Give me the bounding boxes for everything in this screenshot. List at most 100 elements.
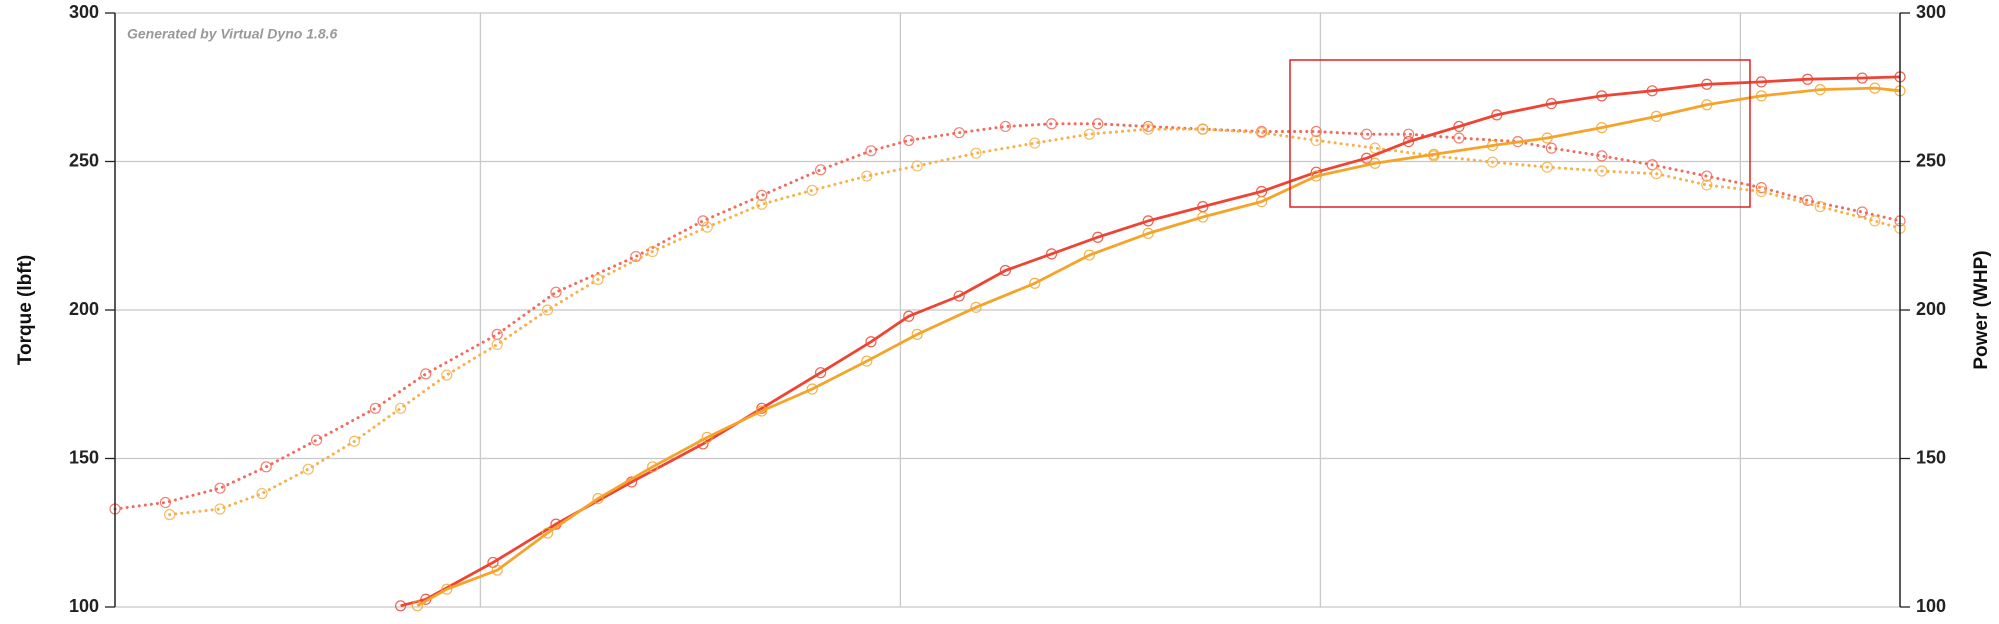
marker bbox=[592, 273, 604, 286]
marker bbox=[1092, 231, 1104, 243]
y-tick-label: 300 bbox=[69, 2, 99, 22]
marker bbox=[1360, 128, 1373, 140]
marker bbox=[1596, 150, 1608, 162]
y-tick-label: 250 bbox=[69, 150, 99, 170]
marker bbox=[1142, 123, 1154, 135]
line-series bbox=[416, 86, 1901, 608]
marker bbox=[491, 564, 503, 576]
marker bbox=[814, 164, 827, 176]
marker bbox=[1453, 120, 1465, 133]
marker bbox=[1646, 159, 1658, 171]
marker bbox=[903, 134, 915, 147]
marker bbox=[1545, 142, 1558, 154]
line-series bbox=[400, 75, 1901, 608]
marker bbox=[1701, 170, 1713, 182]
marker bbox=[395, 600, 407, 612]
marker bbox=[970, 147, 982, 159]
marker bbox=[1402, 136, 1415, 148]
marker bbox=[214, 482, 226, 494]
marker bbox=[311, 434, 323, 446]
marker bbox=[1360, 152, 1373, 164]
y2-tick-label: 300 bbox=[1916, 2, 1946, 22]
marker bbox=[541, 304, 554, 316]
marker bbox=[806, 383, 818, 395]
marker bbox=[1092, 118, 1104, 130]
marker bbox=[1814, 201, 1826, 213]
y-tick-label: 150 bbox=[69, 447, 99, 467]
marker bbox=[1142, 120, 1154, 133]
marker bbox=[1596, 122, 1608, 134]
marker bbox=[1869, 82, 1881, 94]
marker bbox=[756, 189, 768, 201]
marker bbox=[999, 120, 1012, 133]
marker bbox=[1045, 118, 1058, 130]
marker bbox=[1310, 170, 1322, 182]
marker bbox=[1856, 206, 1868, 218]
marker bbox=[970, 301, 982, 313]
marker bbox=[861, 355, 873, 367]
watermark: Generated by Virtual Dyno 1.8.6 bbox=[127, 26, 338, 42]
y-tick-label: 200 bbox=[69, 299, 99, 319]
marker bbox=[1755, 182, 1768, 194]
marker bbox=[1596, 165, 1608, 177]
marker bbox=[756, 405, 768, 417]
marker bbox=[865, 336, 877, 348]
marker bbox=[953, 127, 965, 139]
marker bbox=[441, 583, 453, 595]
marker bbox=[1856, 72, 1868, 84]
marker bbox=[1197, 211, 1209, 223]
line-series bbox=[168, 127, 1902, 517]
marker bbox=[756, 198, 768, 210]
marker bbox=[1083, 249, 1096, 261]
marker bbox=[256, 487, 268, 500]
marker bbox=[348, 435, 360, 447]
marker bbox=[441, 369, 453, 381]
y2-tick-label: 250 bbox=[1916, 150, 1946, 170]
marker bbox=[491, 338, 503, 351]
marker bbox=[806, 184, 818, 196]
y-tick-label: 100 bbox=[69, 596, 99, 616]
marker bbox=[1369, 142, 1381, 154]
y2-tick-label: 150 bbox=[1916, 447, 1946, 467]
marker bbox=[159, 496, 171, 509]
marker bbox=[646, 245, 659, 258]
marker bbox=[1029, 277, 1041, 289]
marker bbox=[1310, 134, 1322, 147]
marker bbox=[1650, 110, 1663, 122]
highlight-box bbox=[1289, 59, 1751, 208]
marker bbox=[1701, 179, 1713, 191]
line-series bbox=[113, 122, 1902, 511]
marker bbox=[1255, 195, 1268, 208]
marker bbox=[1369, 157, 1381, 169]
marker bbox=[1755, 185, 1768, 198]
marker bbox=[550, 286, 562, 298]
marker bbox=[395, 402, 407, 414]
marker bbox=[164, 509, 176, 521]
marker bbox=[1486, 156, 1499, 168]
marker bbox=[701, 431, 713, 444]
marker bbox=[1541, 132, 1553, 144]
marker bbox=[814, 367, 827, 379]
y-axis-label: Torque (lbft) bbox=[15, 255, 36, 365]
marker bbox=[1142, 227, 1154, 239]
marker bbox=[865, 145, 877, 157]
marker bbox=[302, 463, 314, 475]
marker bbox=[1428, 148, 1440, 160]
marker bbox=[861, 170, 873, 182]
marker bbox=[592, 492, 604, 505]
marker bbox=[1701, 99, 1713, 111]
marker bbox=[1755, 90, 1768, 102]
marker bbox=[1197, 123, 1209, 135]
marker bbox=[1310, 125, 1322, 138]
marker bbox=[1755, 76, 1768, 88]
marker bbox=[1545, 97, 1558, 110]
marker bbox=[1402, 128, 1415, 140]
marker bbox=[701, 221, 713, 233]
marker bbox=[1596, 90, 1608, 102]
marker bbox=[1142, 215, 1154, 227]
marker bbox=[214, 503, 226, 515]
marker bbox=[1541, 161, 1553, 173]
marker bbox=[911, 328, 923, 340]
marker bbox=[541, 527, 554, 539]
marker bbox=[697, 215, 709, 227]
